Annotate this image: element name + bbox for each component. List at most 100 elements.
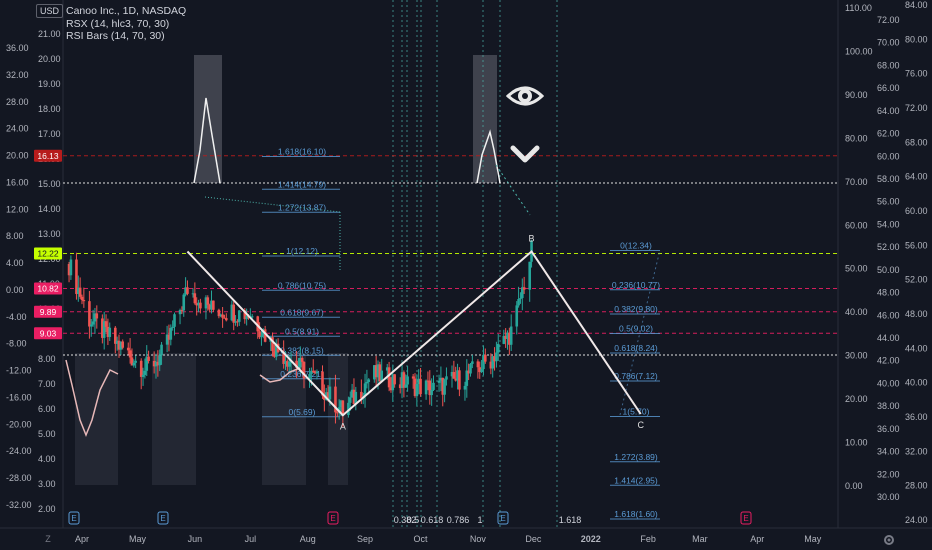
candle-body: [193, 293, 197, 304]
candle-body: [430, 389, 433, 396]
price-badge-4: [34, 327, 62, 340]
candle-body: [469, 363, 472, 374]
candle-body: [147, 356, 150, 361]
candle-body: [88, 301, 91, 327]
earnings-marker-2: [327, 511, 339, 525]
rsi-zone-0: [75, 353, 118, 485]
candle-body: [417, 378, 420, 384]
time-label-feb: Feb: [640, 534, 656, 544]
fib-ext-label-0: 1.618(16.10): [278, 147, 326, 157]
rsx-axis-label: 0.00: [845, 481, 863, 491]
right-axis1-label: 32.00: [877, 469, 900, 479]
candle-body: [143, 370, 147, 375]
candle-body: [463, 385, 467, 390]
candle-body: [208, 304, 211, 310]
earnings-marker-label-4: E: [743, 514, 748, 523]
price-badge-label-2: 10.82: [37, 284, 59, 294]
candle-body: [101, 318, 104, 338]
candle-body: [476, 361, 480, 368]
right-axis1-label: 42.00: [877, 356, 900, 366]
candle-body: [348, 397, 352, 403]
fib-ext-label-6: 0.5(8.91): [285, 326, 319, 336]
left-axis-label: 2.00: [38, 504, 56, 514]
right-axis1-label: 40.00: [877, 378, 900, 388]
fib-ret-label-7: 1.272(3.89): [614, 452, 658, 462]
candle-body: [491, 356, 494, 369]
fib-ext-label-7: 0.382(8.15): [280, 345, 324, 355]
left-axis2-label: 36.00: [6, 43, 29, 53]
candle-body: [450, 371, 454, 377]
left-axis2-label: -12.00: [6, 366, 32, 376]
candle-body: [117, 340, 121, 350]
left-axis2-label: 4.00: [6, 258, 24, 268]
left-axis2-label: 28.00: [6, 97, 29, 107]
candle-body: [232, 304, 235, 323]
candle-body: [217, 309, 221, 317]
candle-body: [119, 341, 123, 350]
candle-body: [517, 298, 520, 306]
candle-body: [452, 371, 456, 379]
rsx-axis-label: 110.00: [845, 3, 872, 13]
candle-body: [212, 300, 215, 310]
time-fib-label-2: 0.618: [421, 515, 444, 525]
candle-body: [385, 367, 389, 371]
rsi-zone-1: [152, 353, 196, 485]
candle-body: [337, 407, 341, 413]
left-axis-label: 6.00: [38, 404, 56, 414]
candle-body: [454, 378, 457, 381]
wave-label-a: A: [340, 421, 346, 431]
right-axis1-label: 56.00: [877, 197, 900, 207]
gear-icon[interactable]: [882, 533, 896, 547]
eye-icon[interactable]: [506, 82, 544, 110]
wave-label-c: C: [637, 420, 644, 430]
fib-ext-label-9: 0(5.69): [289, 407, 316, 417]
candle-body: [391, 374, 395, 391]
candle-body: [182, 294, 186, 311]
candle-body: [178, 310, 182, 315]
candle-body: [515, 305, 519, 327]
candle-body: [302, 361, 306, 379]
candle-body: [191, 293, 195, 295]
left-axis-label: 5.00: [38, 429, 56, 439]
rsx-axis-label: 70.00: [845, 177, 868, 187]
indicator-rsx[interactable]: RSX (14, hlc3, 70, 30): [66, 17, 170, 30]
candle-body: [378, 364, 382, 382]
candle-body: [93, 313, 97, 322]
candle-body: [495, 352, 498, 362]
candle-body: [502, 335, 506, 344]
candle-body: [156, 361, 160, 366]
candle-body: [441, 377, 445, 395]
candle-body: [173, 314, 176, 327]
candle-body: [250, 316, 254, 318]
candle-body: [509, 326, 513, 345]
right-axis1-label: 34.00: [877, 447, 900, 457]
candle-body: [108, 327, 112, 337]
candle-body: [286, 361, 289, 367]
candle-body: [443, 379, 446, 395]
right-axis1-label: 46.00: [877, 310, 900, 320]
candle-body: [467, 370, 470, 374]
candle-body: [402, 372, 406, 388]
rsi-zone-3: [328, 353, 348, 485]
fib-ext-label-3: 1(12.12): [286, 246, 318, 256]
symbol-title[interactable]: Canoo Inc., 1D, NASDAQ: [66, 5, 187, 17]
right-axis1-label: 36.00: [877, 424, 900, 434]
currency-badge[interactable]: USD: [36, 4, 64, 18]
candle-body: [126, 347, 130, 351]
candle-body: [496, 343, 500, 353]
candle-body: [77, 287, 80, 294]
earnings-marker-label-3: E: [500, 514, 505, 523]
indicator-rsi-bars[interactable]: RSI Bars (14, 70, 30): [66, 30, 165, 42]
candle-body: [219, 314, 223, 317]
left-axis2-label: -24.00: [6, 446, 32, 456]
time-label-apr: Apr: [750, 534, 764, 544]
candle-body: [141, 374, 145, 377]
candle-body: [493, 356, 496, 362]
left-axis-label: 18.00: [38, 104, 61, 114]
price-badge-2: [34, 282, 62, 295]
fib-ret-label-4: 0.618(8.24): [614, 343, 658, 353]
candle-body: [106, 326, 110, 337]
candle-body: [256, 316, 260, 332]
candle-body: [310, 370, 313, 375]
